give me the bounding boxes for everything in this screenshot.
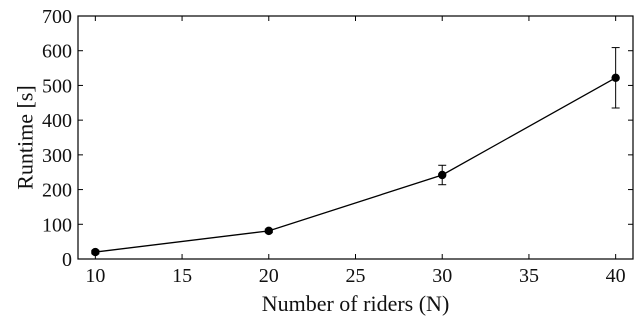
x-tick-label: 10: [85, 265, 105, 287]
x-tick-label: 35: [519, 265, 539, 287]
data-layer: [91, 47, 620, 257]
data-point: [91, 247, 100, 257]
y-axis-title: Runtime [s]: [13, 85, 38, 190]
series-line: [95, 77, 616, 253]
axes-layer: [77, 15, 634, 260]
y-tick-label: 300: [42, 145, 72, 167]
data-point: [264, 226, 273, 236]
y-tick-label: 100: [42, 214, 72, 236]
y-tick-label: 200: [42, 180, 72, 202]
y-tick-label: 600: [42, 41, 72, 63]
x-axis-title: Number of riders (N): [262, 291, 450, 316]
plot-frame: [77, 15, 634, 260]
x-tick-label: 20: [259, 265, 279, 287]
data-point: [611, 73, 620, 82]
y-tick-label: 0: [62, 249, 72, 271]
x-tick-label: 15: [172, 265, 192, 287]
x-tick-label: 25: [346, 265, 366, 287]
x-tick-label: 30: [432, 265, 452, 287]
x-tick-label: 40: [606, 265, 626, 287]
y-tick-label: 500: [42, 75, 72, 97]
y-tick-label: 700: [42, 6, 72, 28]
y-tick-label: 400: [42, 110, 72, 132]
data-point: [438, 170, 447, 180]
